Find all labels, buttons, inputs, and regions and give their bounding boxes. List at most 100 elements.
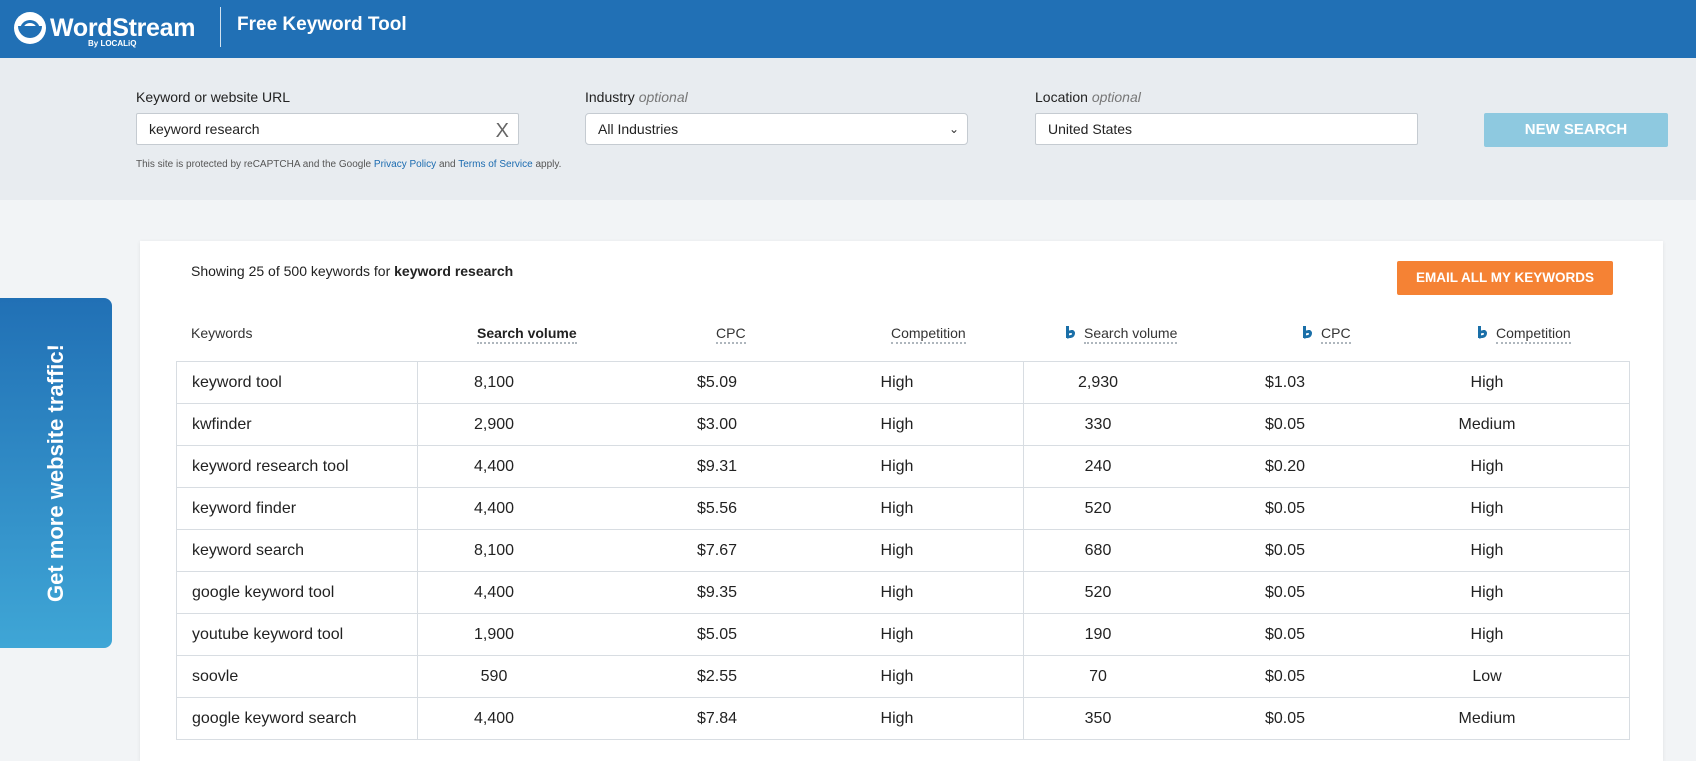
get-traffic-side-tab[interactable]: Get more website traffic! xyxy=(0,298,112,648)
cell-keyword: keyword tool xyxy=(192,374,282,391)
cell-volume: 4,400 xyxy=(473,500,515,517)
email-keywords-button[interactable]: EMAIL ALL MY KEYWORDS xyxy=(1397,261,1613,295)
cell-competition: High xyxy=(880,584,914,601)
col-header-competition[interactable]: Competition xyxy=(891,325,966,344)
cell-cpc: $9.31 xyxy=(696,458,738,475)
col-header-cpc[interactable]: CPC xyxy=(716,325,746,344)
cell-keyword: soovle xyxy=(192,668,239,685)
cell-volume: 4,400 xyxy=(473,458,515,475)
cell-cpc: $7.84 xyxy=(696,710,738,727)
col-header-keywords: Keywords xyxy=(191,325,253,341)
cell-volume: 1,900 xyxy=(473,626,515,643)
industry-select-value: All Industries xyxy=(598,121,679,137)
cell-bing-competition: Medium xyxy=(1458,710,1516,727)
page-title: Free Keyword Tool xyxy=(237,14,407,35)
cell-keyword: kwfinder xyxy=(192,416,252,433)
cell-bing-cpc: $0.05 xyxy=(1264,500,1306,517)
table-row: youtube keyword tool 1,900 $5.05 High 19… xyxy=(177,614,1629,656)
cell-competition: High xyxy=(880,500,914,517)
keyword-input-value: keyword research xyxy=(149,121,260,137)
cell-cpc: $3.00 xyxy=(696,416,738,433)
keyword-input[interactable]: keyword research X xyxy=(136,113,519,145)
cell-competition: High xyxy=(880,668,914,685)
cell-volume: 4,400 xyxy=(473,584,515,601)
cell-cpc: $5.05 xyxy=(696,626,738,643)
clear-icon[interactable]: X xyxy=(495,120,509,142)
location-input[interactable]: United States xyxy=(1035,113,1418,145)
cell-competition: High xyxy=(880,416,914,433)
cell-bing-cpc: $0.05 xyxy=(1264,668,1306,685)
cell-bing-volume: 350 xyxy=(1084,710,1112,727)
results-query: keyword research xyxy=(394,263,514,279)
cell-keyword: youtube keyword tool xyxy=(192,626,344,643)
cell-bing-cpc: $0.05 xyxy=(1264,626,1306,643)
location-field-label: Location optional xyxy=(1035,89,1141,105)
industry-select[interactable]: All Industries ⌄ xyxy=(585,113,968,145)
privacy-policy-link[interactable]: Privacy Policy xyxy=(373,159,437,170)
table-row: google keyword tool 4,400 $9.35 High 520… xyxy=(177,572,1629,614)
recaptcha-notice: This site is protected by reCAPTCHA and … xyxy=(136,159,562,170)
cell-competition: High xyxy=(880,710,914,727)
new-search-button[interactable]: NEW SEARCH xyxy=(1484,113,1668,147)
cell-bing-competition: High xyxy=(1470,458,1504,475)
table-row: keyword tool 8,100 $5.09 High 2,930 $1.0… xyxy=(177,362,1629,404)
cell-cpc: $2.55 xyxy=(696,668,738,685)
col-header-bing-search-volume[interactable]: Search volume xyxy=(1066,325,1178,344)
cell-cpc: $7.67 xyxy=(696,542,738,559)
industry-field-label: Industry optional xyxy=(585,89,688,105)
cell-volume: 590 xyxy=(480,668,508,685)
cell-cpc: $9.35 xyxy=(696,584,738,601)
brand-sub: By LOCALiQ xyxy=(88,39,137,48)
cell-bing-competition: Low xyxy=(1472,668,1502,685)
keyword-field-label: Keyword or website URL xyxy=(136,89,291,105)
table-row: kwfinder 2,900 $3.00 High 330 $0.05 Medi… xyxy=(177,404,1629,446)
cell-volume: 8,100 xyxy=(473,542,515,559)
terms-of-service-link[interactable]: Terms of Service xyxy=(458,159,533,170)
cell-bing-volume: 2,930 xyxy=(1077,374,1119,391)
top-header: WordStream By LOCALiQ Free Keyword Tool xyxy=(0,0,1696,58)
cell-volume: 4,400 xyxy=(473,710,515,727)
cell-competition: High xyxy=(880,458,914,475)
cell-bing-competition: Medium xyxy=(1458,416,1516,433)
cell-keyword: keyword finder xyxy=(192,500,297,517)
cell-bing-volume: 240 xyxy=(1084,458,1112,475)
cell-bing-competition: High xyxy=(1470,374,1504,391)
cell-volume: 8,100 xyxy=(473,374,515,391)
cell-bing-volume: 330 xyxy=(1084,416,1112,433)
col-header-bing-competition[interactable]: Competition xyxy=(1478,325,1571,344)
wordstream-logo[interactable]: WordStream By LOCALiQ xyxy=(14,9,196,48)
cell-cpc: $5.56 xyxy=(696,500,738,517)
cell-bing-volume: 190 xyxy=(1084,626,1112,643)
table-row: soovle 590 $2.55 High 70 $0.05 Low xyxy=(177,656,1629,698)
table-row: keyword research tool 4,400 $9.31 High 2… xyxy=(177,446,1629,488)
table-row: google keyword search 4,400 $7.84 High 3… xyxy=(177,698,1629,740)
side-tab-label: Get more website traffic! xyxy=(43,344,68,602)
cell-bing-volume: 520 xyxy=(1084,584,1112,601)
cell-bing-cpc: $1.03 xyxy=(1264,374,1306,391)
header-divider xyxy=(220,7,221,47)
cell-bing-volume: 70 xyxy=(1089,668,1107,685)
cell-bing-competition: High xyxy=(1470,542,1504,559)
cell-bing-volume: 680 xyxy=(1084,542,1112,559)
bing-icon xyxy=(1478,326,1489,340)
cell-keyword: google keyword search xyxy=(192,710,357,727)
results-summary: Showing 25 of 500 keywords for keyword r… xyxy=(191,263,514,279)
table-row: keyword finder 4,400 $5.56 High 520 $0.0… xyxy=(177,488,1629,530)
col-header-search-volume[interactable]: Search volume xyxy=(477,325,577,344)
table-divider xyxy=(1023,362,1024,740)
cell-competition: High xyxy=(880,374,914,391)
col-header-bing-cpc[interactable]: CPC xyxy=(1303,325,1351,344)
table-row: keyword search 8,100 $7.67 High 680 $0.0… xyxy=(177,530,1629,572)
results-card xyxy=(140,241,1663,761)
cell-keyword: google keyword tool xyxy=(192,584,335,601)
brand-name: WordStream xyxy=(50,14,196,42)
bing-icon xyxy=(1066,326,1077,340)
cell-keyword: keyword search xyxy=(192,542,305,559)
cell-bing-cpc: $0.05 xyxy=(1264,416,1306,433)
cell-bing-cpc: $0.05 xyxy=(1264,710,1306,727)
location-input-value: United States xyxy=(1048,121,1133,137)
chevron-down-icon: ⌄ xyxy=(948,122,959,136)
cell-competition: High xyxy=(880,542,914,559)
cell-bing-cpc: $0.05 xyxy=(1264,542,1306,559)
cell-cpc: $5.09 xyxy=(696,374,738,391)
